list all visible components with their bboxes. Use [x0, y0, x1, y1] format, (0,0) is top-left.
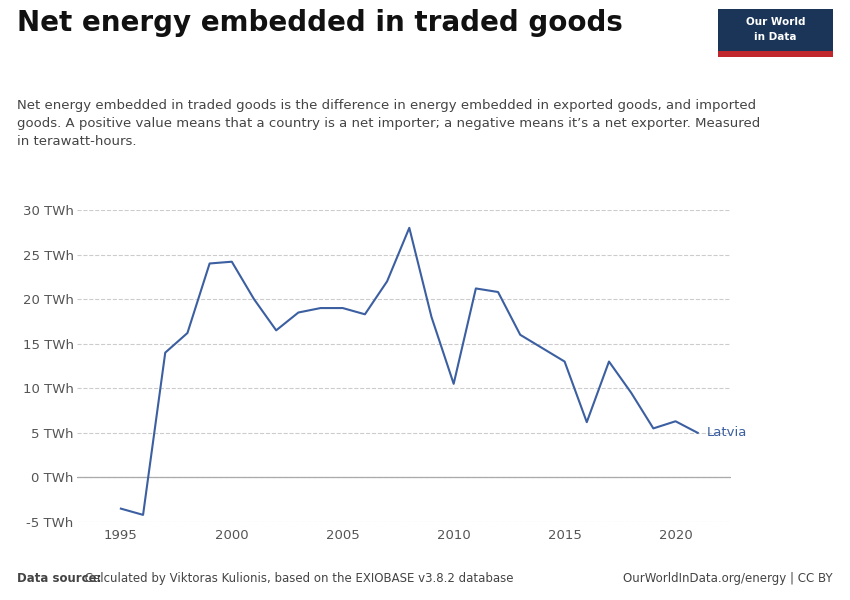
- Text: Latvia: Latvia: [706, 427, 747, 439]
- Text: Calculated by Viktoras Kulionis, based on the EXIOBASE v3.8.2 database: Calculated by Viktoras Kulionis, based o…: [81, 572, 513, 585]
- Text: Net energy embedded in traded goods: Net energy embedded in traded goods: [17, 9, 623, 37]
- Text: Our World: Our World: [746, 17, 805, 28]
- Bar: [718, 51, 833, 57]
- Text: Data source:: Data source:: [17, 572, 101, 585]
- Text: OurWorldInData.org/energy | CC BY: OurWorldInData.org/energy | CC BY: [623, 572, 833, 585]
- Text: in Data: in Data: [755, 32, 796, 42]
- Text: Net energy embedded in traded goods is the difference in energy embedded in expo: Net energy embedded in traded goods is t…: [17, 99, 760, 148]
